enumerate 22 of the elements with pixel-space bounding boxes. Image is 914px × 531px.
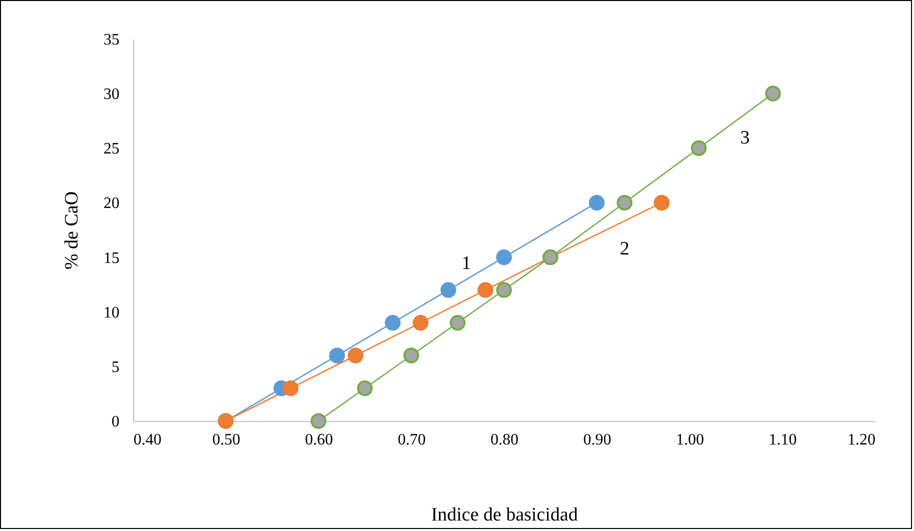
y-tick-label: 5 bbox=[112, 358, 120, 376]
x-tick-label: 1.10 bbox=[768, 432, 797, 448]
x-tick-label: 1.00 bbox=[676, 432, 704, 448]
series-label: 3 bbox=[740, 128, 750, 149]
x-tick-label: 0.80 bbox=[490, 432, 518, 448]
x-tick-label: 0.50 bbox=[212, 432, 240, 448]
y-tick-label: 0 bbox=[112, 414, 120, 430]
y-tick-label: 30 bbox=[104, 86, 120, 104]
y-axis-title: % de CaO bbox=[62, 191, 82, 270]
y-tick-label: 25 bbox=[104, 140, 120, 158]
series-label: 1 bbox=[462, 253, 472, 274]
y-tick-label: 10 bbox=[104, 304, 120, 322]
x-axis-title: Indice de basicidad bbox=[431, 504, 578, 526]
x-tick-label: 0.70 bbox=[398, 432, 426, 448]
y-tick-label: 35 bbox=[104, 32, 120, 48]
x-tick-label: 0.90 bbox=[583, 432, 612, 448]
y-tick-label: 15 bbox=[104, 250, 120, 267]
x-tick-label: 1.20 bbox=[848, 432, 876, 448]
x-tick-label: 0.60 bbox=[305, 432, 333, 448]
y-tick-label: 20 bbox=[104, 195, 120, 212]
x-tick-label: 0.40 bbox=[134, 432, 162, 448]
series-label: 2 bbox=[620, 238, 630, 260]
